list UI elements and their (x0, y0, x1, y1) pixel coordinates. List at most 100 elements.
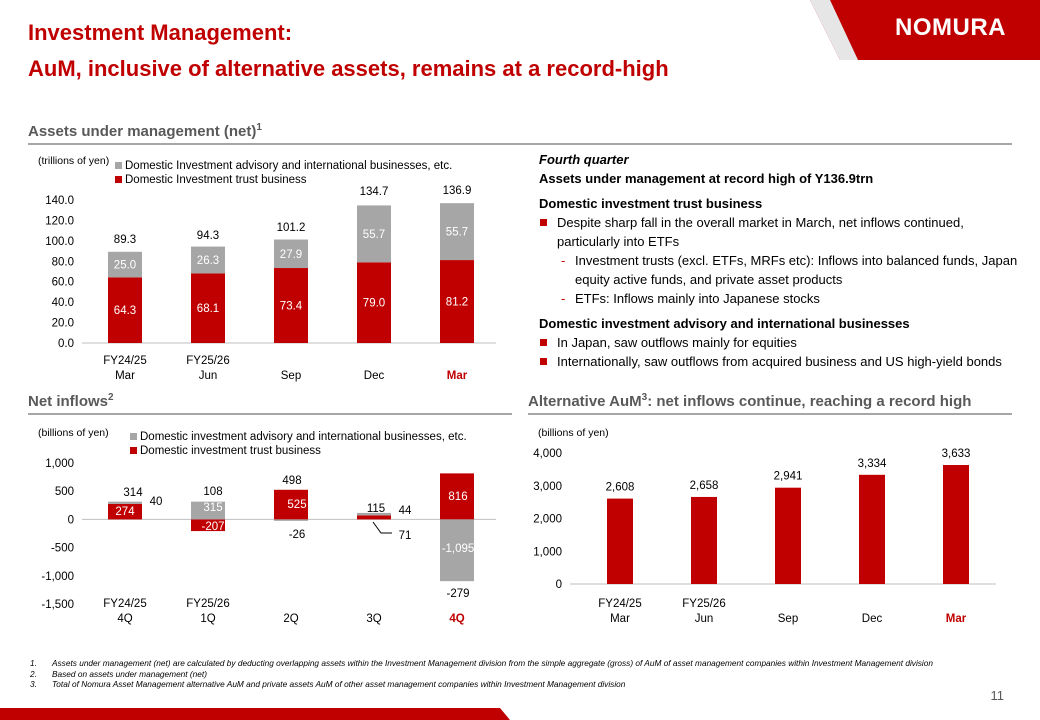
chart2-category-label-top: FY25/26 (186, 598, 229, 610)
chart1-bar-s2-3 (274, 239, 308, 269)
chart2-bar-s1-1 (108, 503, 142, 520)
commentary-headline: Assets under management at record high o… (539, 171, 874, 186)
alt-section-title-post: : net inflows continue, reaching a recor… (647, 393, 972, 410)
chart2-ytick-label: 0 (68, 514, 74, 526)
chart3-unit-label: (billions of yen) (538, 427, 609, 439)
chart3-ytick-label: 2,000 (533, 514, 562, 526)
chart2-total-label: -279 (446, 588, 469, 600)
chart2-data-label-advisory: 40 (150, 496, 163, 508)
chart2-data-label-advisory: 44 (399, 505, 412, 517)
chart1-total-label: 94.3 (197, 230, 219, 242)
chart2-ytick-label: -500 (51, 543, 74, 555)
chart1-ytick-label: 140.0 (45, 195, 74, 207)
chart2-category-label: 1Q (200, 613, 215, 625)
chart1-category-label: Jun (199, 370, 218, 382)
chart2-ytick-label: -1,000 (41, 571, 74, 583)
chart2-category-label: 4Q (117, 613, 132, 625)
chart3-data-label: 2,658 (690, 480, 719, 492)
chart3-bar-s1-3 (775, 487, 801, 584)
chart1-data-label-trust: 68.1 (197, 303, 219, 315)
chart1-legend-label-2: Domestic Investment advisory and interna… (125, 160, 452, 172)
chart3-data-label: 2,608 (606, 482, 635, 494)
chart1-legend-swatch-2 (115, 162, 122, 169)
chart2-data-label-trust: -207 (201, 521, 224, 533)
chart1-ytick-label: 60.0 (52, 277, 74, 289)
chart1-bar-s2-4 (357, 205, 391, 263)
chart3-category-label: Mar (610, 613, 630, 625)
chart1-category-label: Sep (281, 370, 301, 382)
chart2-ytick-label: 500 (55, 486, 74, 498)
chart1-category-label: Dec (364, 370, 385, 382)
chart2-data-label-advisory: 315 (203, 502, 222, 514)
chart2-bar-s1-5 (440, 473, 474, 520)
chart3-category-label: Jun (695, 613, 714, 625)
chart3-bar-s1-4 (859, 474, 885, 584)
chart3-data-label: 3,334 (858, 458, 887, 470)
chart1-bar-s2-1 (108, 251, 142, 278)
inflows-section-header: Net inflows2 (28, 392, 512, 415)
chart2-unit-label: (billions of yen) (38, 427, 109, 439)
chart1-bar-s1-2 (191, 273, 225, 343)
page-title-line1: Investment Management: (28, 20, 293, 45)
chart1-category-label: Mar (447, 370, 468, 382)
chart3-bar-s1-2 (691, 496, 717, 584)
chart2-category-label: 4Q (449, 613, 464, 625)
chart1-data-label-trust: 81.2 (446, 297, 468, 309)
chart1-total-label: 134.7 (360, 186, 389, 198)
chart2-bar-s2-4 (357, 512, 391, 516)
chart1-data-label-advisory: 27.9 (280, 249, 302, 261)
page-number: 11 (990, 688, 1005, 703)
chart1-bar-s2-5 (440, 203, 474, 261)
chart2-bar-s2-1 (108, 501, 142, 504)
chart2-data-label-trust: 71 (399, 530, 412, 542)
chart3-category-label: Sep (778, 613, 798, 625)
chart3-category-label: Mar (946, 613, 967, 625)
chart2-legend-label-1: Domestic investment trust business (140, 445, 321, 457)
chart1-data-label-advisory: 26.3 (197, 255, 219, 267)
aum-section-header: Assets under management (net)1 (28, 122, 1012, 145)
chart1-category-label-top: FY25/26 (186, 355, 229, 367)
chart2-ytick-label: -1,500 (41, 599, 74, 611)
chart1-ytick-label: 120.0 (45, 215, 74, 227)
chart3-bar-s1-5 (943, 465, 969, 584)
footnote-1: 1. Assets under management (net) are calc… (30, 658, 934, 668)
chart3-ytick-label: 4,000 (533, 448, 562, 460)
chart1-legend-label-1: Domestic Investment trust business (125, 174, 307, 186)
alt-section-header: Alternative AuM3: net inflows continue, … (528, 392, 1012, 415)
aum-footnote-ref: 1 (256, 122, 262, 133)
chart3-ytick-label: 3,000 (533, 481, 562, 493)
chart3-data-label: 2,941 (774, 471, 803, 483)
chart2-bar-s1-3 (274, 489, 308, 520)
chart1-category-label: Mar (115, 370, 135, 382)
chart2-data-label-advisory: -1,095 (442, 543, 475, 555)
chart3-category-label-top: FY24/25 (598, 598, 641, 610)
chart3-data-label: 3,633 (942, 448, 971, 460)
commentary-bullet-3: Internationally, saw outflows from acqui… (539, 352, 1019, 371)
commentary-subbullet-2: ETFs: Inflows mainly into Japanese stock… (539, 289, 1019, 308)
chart1-ytick-label: 80.0 (52, 256, 74, 268)
chart1-data-label-trust: 79.0 (363, 298, 385, 310)
chart2-bar-s1-4 (357, 515, 391, 520)
chart3-ytick-label: 1,000 (533, 546, 562, 558)
chart3-bar-s1-1 (607, 498, 633, 584)
chart1-bar-s2-2 (191, 246, 225, 274)
chart2-bar-s2-5 (440, 519, 474, 582)
page-title-line2: AuM, inclusive of alternative assets, re… (28, 56, 669, 81)
inflows-footnote-ref: 2 (108, 392, 114, 403)
commentary-heading-advisory: Domestic investment advisory and interna… (539, 316, 910, 331)
commentary-bullet-2: In Japan, saw outflows mainly for equiti… (539, 333, 1019, 352)
chart1-ytick-label: 0.0 (58, 338, 74, 350)
chart1-ytick-label: 100.0 (45, 236, 74, 248)
chart1-bar-s1-3 (274, 268, 308, 343)
chart2-total-label: 108 (203, 486, 222, 498)
chart2-bar-s1-2 (191, 519, 225, 532)
header-corner-decoration (810, 0, 1040, 60)
chart3-ytick-label: 0 (556, 579, 562, 591)
chart1-data-label-advisory: 25.0 (114, 260, 136, 272)
chart2-callout-leader (372, 521, 392, 534)
footnote-3: 3. Total of Nomura Asset Management alter… (30, 679, 626, 689)
chart1-category-label-top: FY24/25 (103, 355, 146, 367)
chart1-unit-label: (trillions of yen) (38, 155, 109, 167)
alt-footnote-ref: 3 (641, 392, 648, 403)
